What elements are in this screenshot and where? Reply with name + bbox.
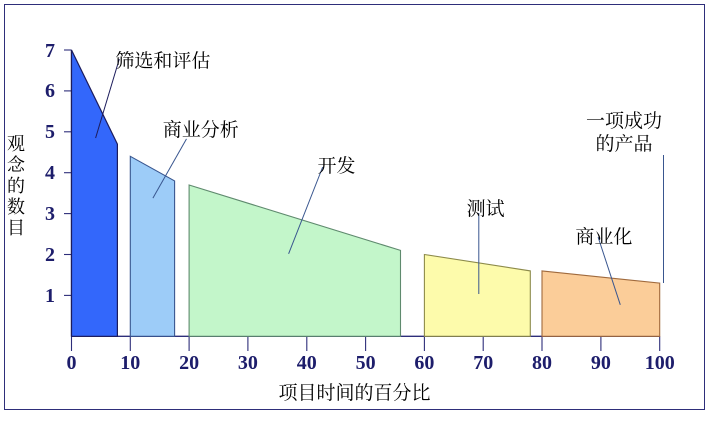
svg-text:3: 3 [45, 203, 55, 225]
svg-text:60: 60 [414, 352, 434, 374]
svg-text:商业分析: 商业分析 [163, 115, 239, 142]
svg-text:30: 30 [238, 352, 258, 374]
svg-text:70: 70 [473, 352, 493, 374]
svg-text:20: 20 [179, 352, 199, 374]
svg-text:7: 7 [45, 40, 55, 62]
svg-text:80: 80 [532, 352, 552, 374]
svg-text:0: 0 [67, 352, 77, 374]
svg-text:100: 100 [645, 352, 675, 374]
svg-text:2: 2 [45, 244, 55, 266]
svg-text:90: 90 [591, 352, 611, 374]
svg-text:4: 4 [45, 162, 55, 184]
svg-text:筛选和评估: 筛选和评估 [115, 46, 210, 73]
svg-text:5: 5 [45, 121, 55, 143]
svg-text:6: 6 [45, 80, 55, 102]
svg-text:测试: 测试 [467, 194, 505, 221]
svg-text:50: 50 [356, 352, 376, 374]
svg-text:开发: 开发 [318, 151, 356, 178]
svg-text:1: 1 [45, 285, 55, 307]
svg-text:40: 40 [297, 352, 317, 374]
svg-text:10: 10 [120, 352, 140, 374]
svg-text:的产品: 的产品 [595, 129, 652, 156]
svg-text:商业化: 商业化 [575, 222, 632, 249]
